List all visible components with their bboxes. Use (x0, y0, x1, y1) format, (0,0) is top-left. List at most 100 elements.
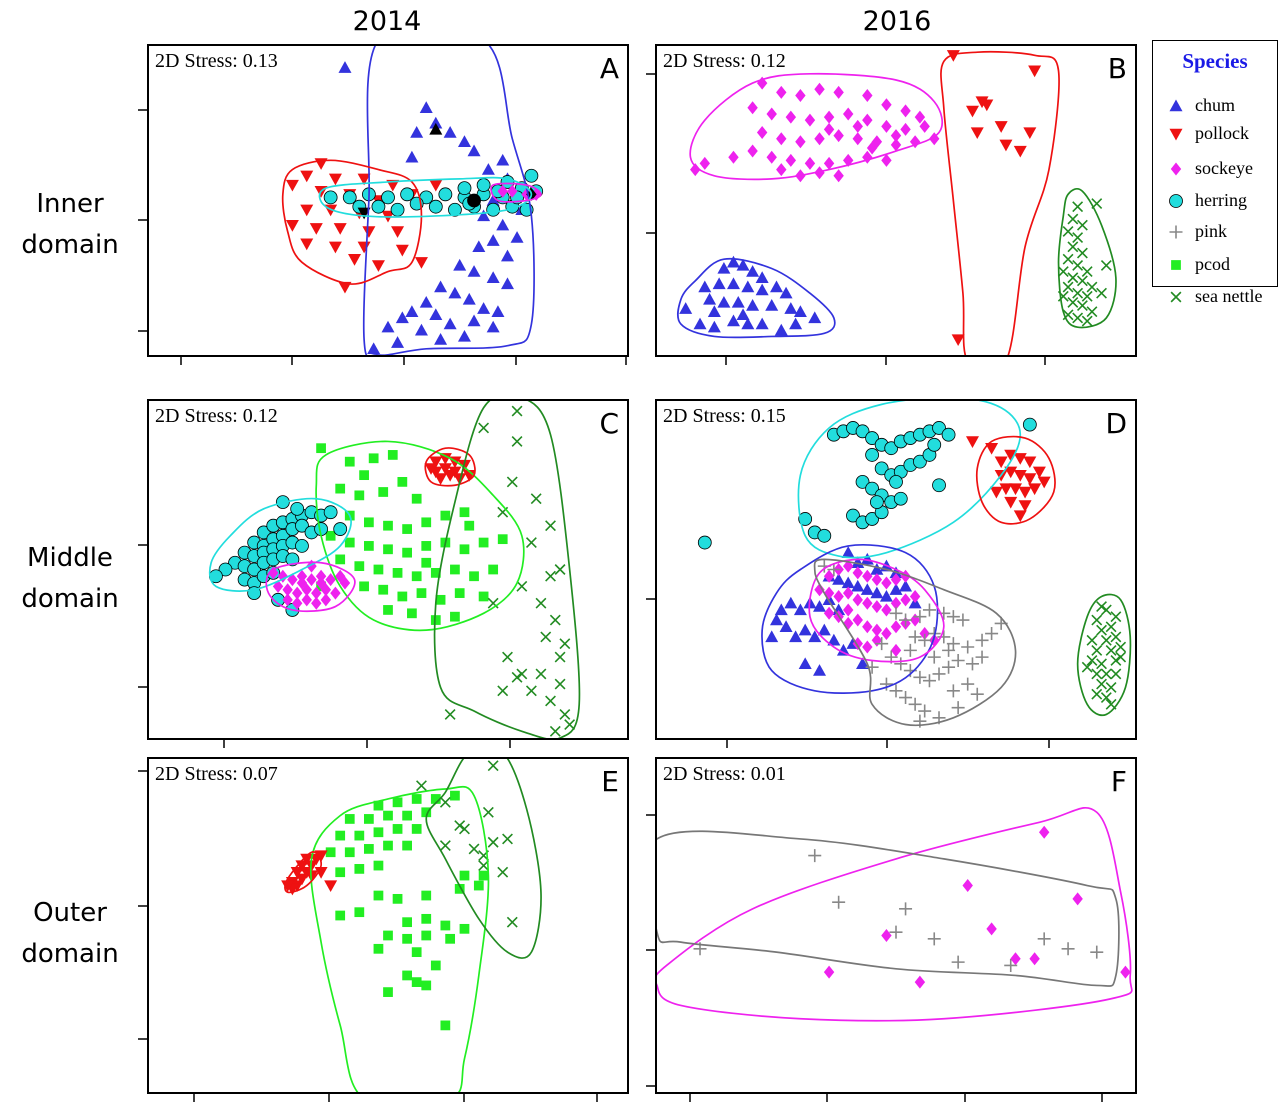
sea-nettle-point-c-4-9 (549, 614, 561, 626)
herring-point-d-0-13 (865, 448, 880, 462)
sockeye-point-b-0-33 (804, 156, 816, 170)
pollock-point-a-1-12 (333, 223, 347, 235)
sea-nettle-point-d-5-1 (1091, 614, 1103, 626)
sea-nettle-point-b-3-14 (1072, 287, 1084, 299)
chum-point-a-0-25 (405, 305, 419, 317)
sea-nettle-point-e-2-3 (454, 820, 466, 832)
pollock-point-b-1-6 (1013, 145, 1027, 158)
herring-point-a-2-27 (524, 168, 539, 183)
pink-point-d-4-34 (946, 684, 960, 698)
pcod-point-e-0-3 (430, 794, 441, 804)
pcod-point-c-0-29 (373, 564, 384, 575)
chum-point-a-0-19 (434, 280, 448, 293)
pollock-hull-c (424, 447, 476, 487)
pcod-point-c-0-41 (454, 588, 465, 598)
sockeye-point-b-0-9 (747, 101, 758, 115)
pink-point-d-4-19 (894, 657, 908, 671)
pcod-point-c-0-33 (450, 564, 460, 575)
pollock-point-d-1-1 (994, 456, 1008, 469)
sockeye-point-b-0-20 (776, 132, 787, 146)
sockeye-point-b-0-46 (852, 119, 863, 133)
chum-point-d-2-21 (770, 613, 783, 626)
pcod-point-e-0-19 (402, 840, 412, 851)
sockeye-point-a-3-0 (497, 184, 508, 198)
chum-point-a-0-33 (391, 336, 405, 348)
column-title-2014: 2014 (352, 6, 422, 37)
sea-nettle-point-b-3-18 (1086, 306, 1098, 318)
sockeye-point-b-0-37 (881, 153, 892, 167)
pcod-point-c-0-27 (335, 554, 346, 565)
panel-letter-f: F (1110, 765, 1127, 798)
pollock-point-b-1-10 (951, 334, 965, 347)
pink-point-d-4-2 (889, 606, 903, 620)
sea-nettle-point-d-5-2 (1110, 611, 1122, 623)
pink-point-d-4-6 (937, 606, 951, 620)
sockeye-point-c-3-15 (282, 593, 293, 607)
sockeye-hull-d (808, 558, 945, 663)
pink-point-d-4-14 (961, 640, 975, 654)
sea-nettle-point-b-3-17 (1076, 300, 1088, 312)
stress-label-e: 2D Stress: 0.07 (155, 763, 278, 785)
sockeye-point-b-0-30 (747, 144, 758, 158)
sea-nettle-point-c-4-28 (511, 435, 523, 447)
legend-marker-shape-chum (1169, 99, 1183, 112)
sockeye-point-d-3-12 (843, 586, 854, 600)
sea-nettle-point-e-2-5 (439, 840, 451, 852)
row-label-middle-line2: domain (21, 584, 119, 614)
pcod-point-c-0-36 (359, 581, 369, 592)
pollock-point-b-1-3 (994, 121, 1008, 133)
sea-nettle-point-e-2-2 (439, 796, 451, 808)
sockeye-point-c-3-6 (325, 573, 336, 587)
chum-point-d-2-25 (808, 630, 822, 643)
sockeye-point-d-3-3 (852, 566, 863, 580)
sockeye-point-b-0-38 (776, 163, 787, 177)
sockeye-point-c-3-13 (320, 583, 332, 597)
pcod-point-e-0-43 (421, 980, 432, 991)
sockeye-point-b-0-1 (776, 85, 787, 99)
sea-nettle-point-b-3-13 (1062, 281, 1074, 293)
sea-nettle-point-c-4-22 (564, 719, 576, 730)
pcod-point-e-0-5 (344, 814, 355, 824)
sea-nettle-point-c-4-27 (545, 570, 556, 582)
pcod-point-e-0-12 (373, 827, 384, 838)
chum-point-b-2-27 (707, 305, 721, 317)
panel-e: 2D Stress: 0.07 E (147, 757, 629, 1094)
herring-hull-d (797, 401, 1022, 559)
herring-point-d-0-18 (912, 454, 927, 469)
legend-label-herring: herring (1195, 190, 1247, 210)
chum-point-b-2-21 (707, 320, 721, 333)
pollock-point-e-1-14 (314, 867, 328, 879)
pollock-point-a-1-6 (300, 204, 314, 217)
pink-point-f-1-4 (927, 932, 941, 946)
pcod-point-e-0-31 (402, 917, 412, 928)
pcod-hull-c (315, 440, 525, 632)
pink-point-d-4-7 (946, 610, 960, 624)
pollock-point-c-1-11 (462, 469, 476, 482)
sea-nettle-point-d-5-22 (1096, 601, 1107, 613)
chum-point-d-2-15 (784, 596, 798, 609)
sea-nettle-point-b-3-22 (1096, 287, 1107, 299)
herring-point-d-0-27 (865, 512, 880, 526)
sockeye-point-d-3-19 (909, 589, 921, 603)
pink-point-d-4-15 (975, 633, 989, 647)
chum-point-d-2-22 (779, 620, 793, 632)
sea-nettle-point-e-2-8 (487, 836, 499, 848)
sea-nettle-point-e-2-10 (478, 860, 490, 872)
legend-item-herring: herring (1165, 188, 1277, 216)
pcod-point-c-0-44 (450, 611, 460, 622)
sockeye-point-c-3-22 (339, 576, 351, 590)
sockeye-point-c-3-5 (315, 569, 327, 583)
pink-point-d-4-3 (899, 613, 913, 627)
chum-point-a-0-37 (510, 231, 524, 243)
pcod-point-e-0-30 (354, 907, 365, 918)
sockeye-hull-a (490, 182, 542, 203)
chum-point-a-0-20 (448, 286, 462, 299)
pink-point-d-4-25 (951, 653, 965, 667)
sea-nettle-point-c-4-21 (559, 708, 571, 720)
herring-point-c-2-37 (323, 505, 338, 520)
unknown-point-a-4-0 (429, 122, 443, 135)
pollock-point-b-1-5 (999, 139, 1013, 152)
herring-point-d-0-34 (932, 478, 946, 493)
pollock-point-b-1-9 (975, 96, 989, 109)
pollock-point-d-1-12 (1018, 486, 1032, 499)
